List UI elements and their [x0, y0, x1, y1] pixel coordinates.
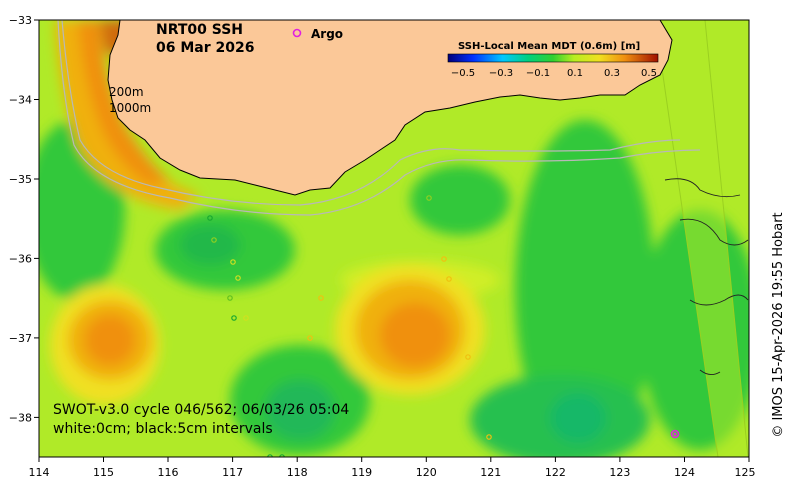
x-tick-label: 122 [545, 466, 566, 479]
coastline-land [107, 20, 673, 196]
y-tick-label: −36 [9, 252, 32, 265]
x-tick-label: 123 [609, 466, 630, 479]
ssh-anomaly-field [39, 20, 749, 457]
x-tick-label: 116 [158, 466, 179, 479]
argo-legend-label: Argo [311, 27, 343, 41]
x-tick-label: 114 [29, 466, 50, 479]
colorbar-tick-label: −0.3 [489, 68, 513, 79]
y-tick-label: −38 [9, 411, 32, 424]
map-date: 06 Mar 2026 [156, 40, 254, 56]
colorbar-title: SSH-Local Mean MDT (0.6m) [m] [458, 41, 640, 52]
argo-legend-marker-icon [292, 28, 302, 38]
colorbar-tick-label: −0.1 [526, 68, 550, 79]
swot-cycle-label: SWOT-v3.0 cycle 046/562; 06/03/26 05:04 [53, 402, 349, 418]
contour-label-200m: 200m [109, 85, 144, 99]
x-tick-label: 124 [674, 466, 695, 479]
x-tick-label: 117 [222, 466, 243, 479]
contour-label-1000m: 1000m [109, 101, 151, 115]
colorbar-tick-label: 0.5 [641, 68, 657, 79]
y-tick-label: −34 [9, 94, 32, 107]
y-tick-label: −33 [9, 14, 32, 27]
x-tick-label: 119 [351, 466, 372, 479]
x-tick-label: 121 [480, 466, 501, 479]
colorbar-tick-label: 0.3 [604, 68, 620, 79]
x-tick-label: 120 [416, 466, 437, 479]
colorbar-tick-label: −0.5 [451, 68, 475, 79]
x-tick-label: 118 [287, 466, 308, 479]
x-axis [38, 457, 750, 462]
x-tick-label: 125 [735, 466, 756, 479]
x-tick-label: 115 [93, 466, 114, 479]
y-axis [34, 19, 39, 418]
colorbar-tick-label: 0.1 [567, 68, 583, 79]
y-tick-label: −35 [9, 173, 32, 186]
colorbar: SSH-Local Mean MDT (0.6m) [m] −0.5 −0.3 … [447, 41, 659, 79]
y-tick-label: −37 [9, 332, 32, 345]
contour-interval-note: white:0cm; black:5cm intervals [53, 421, 273, 437]
copyright-label: © IMOS 15-Apr-2026 19:55 Hobart [771, 212, 786, 437]
map-title: NRT00 SSH [156, 22, 243, 38]
